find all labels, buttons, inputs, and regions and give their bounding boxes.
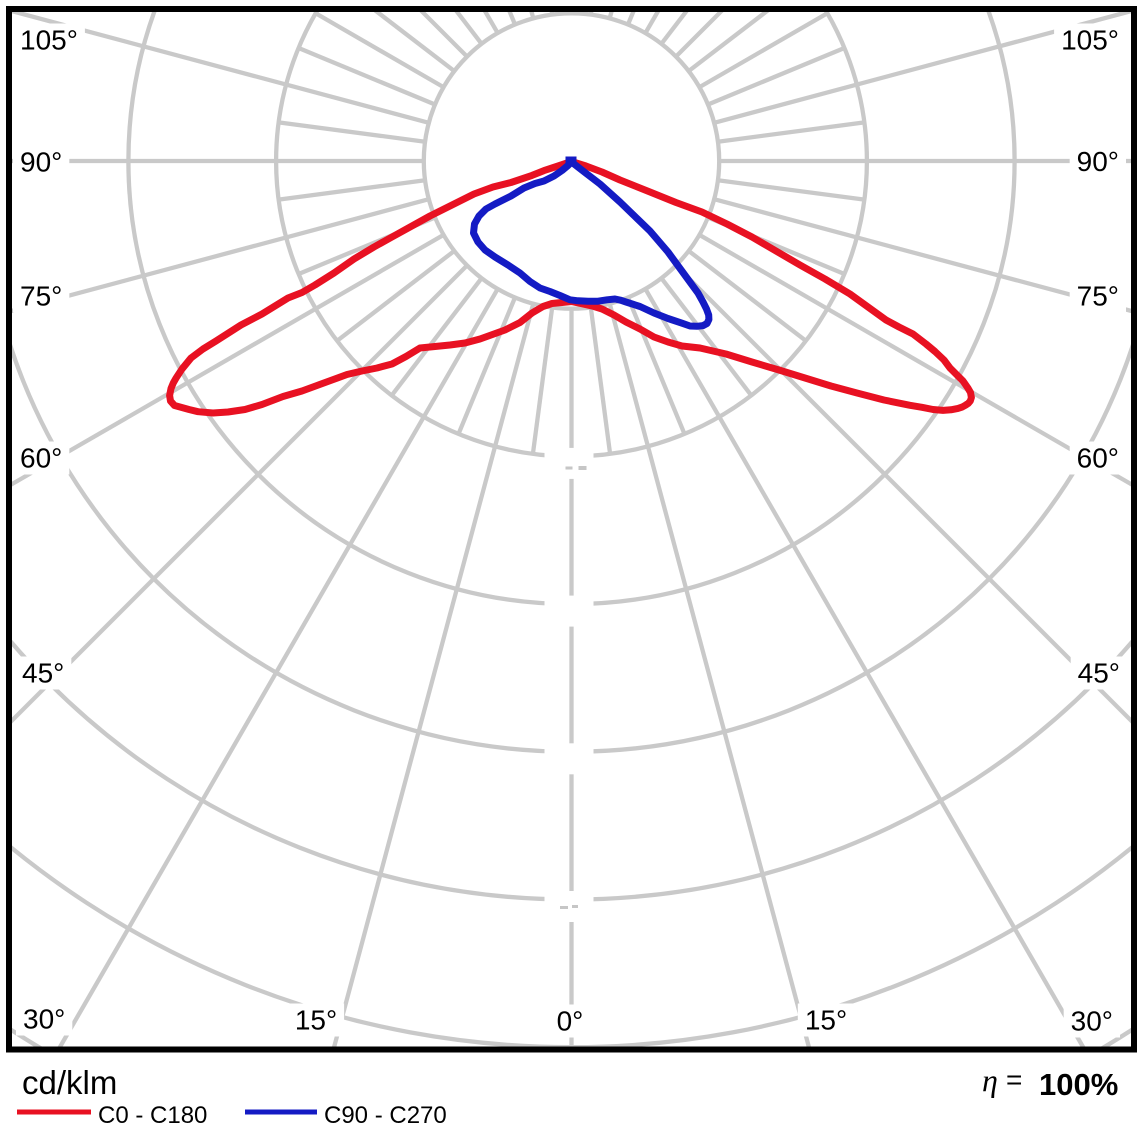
svg-text:C90 - C270: C90 - C270 <box>324 1102 447 1129</box>
svg-text:90°: 90° <box>1077 146 1119 177</box>
svg-text:15°: 15° <box>805 1005 847 1036</box>
svg-text:75°: 75° <box>1077 281 1119 312</box>
svg-text:15°: 15° <box>295 1005 337 1036</box>
svg-text:45°: 45° <box>1078 658 1120 689</box>
svg-text:0°: 0° <box>557 1006 584 1037</box>
svg-text:30°: 30° <box>23 1004 65 1035</box>
svg-text:100%: 100% <box>1039 1067 1118 1102</box>
svg-text:45°: 45° <box>22 658 64 689</box>
svg-text:105°: 105° <box>20 25 78 56</box>
svg-text:60°: 60° <box>1077 443 1119 474</box>
svg-text:90°: 90° <box>20 147 62 178</box>
svg-text:30°: 30° <box>1071 1006 1113 1037</box>
svg-text:C0 - C180: C0 - C180 <box>98 1102 207 1129</box>
svg-text:η: η <box>982 1062 998 1098</box>
svg-text:cd/klm: cd/klm <box>22 1064 117 1101</box>
svg-text:75°: 75° <box>20 281 62 312</box>
svg-text:60°: 60° <box>20 443 62 474</box>
svg-text:105°: 105° <box>1061 25 1119 56</box>
svg-text:=: = <box>1006 1064 1022 1095</box>
